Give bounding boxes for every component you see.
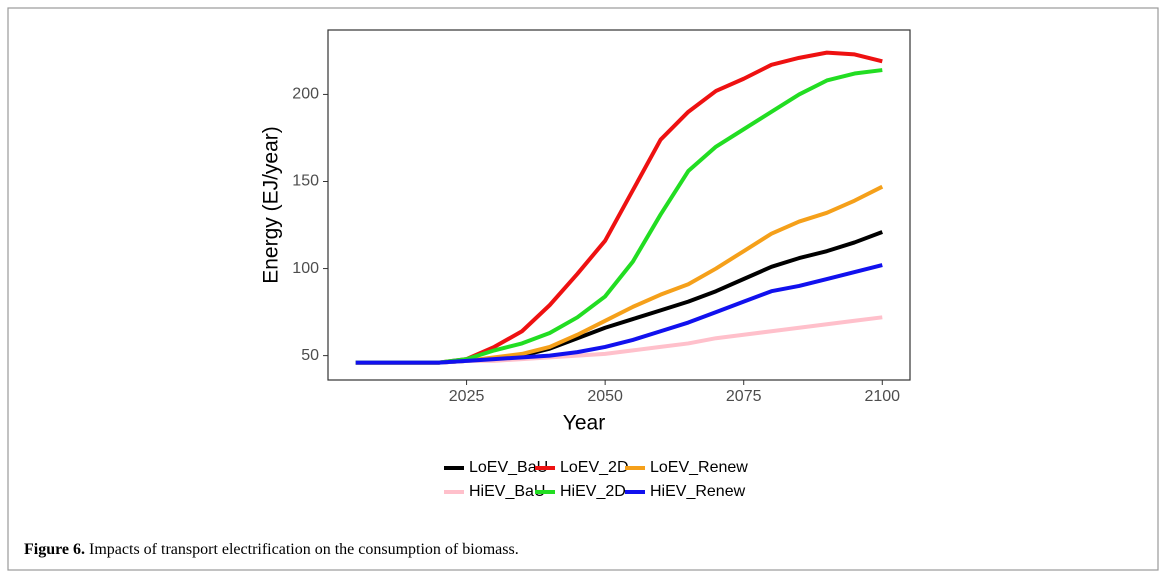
x-axis-title: Year xyxy=(563,412,605,435)
y-tick-label: 100 xyxy=(292,260,319,277)
legend-label: LoEV_Renew xyxy=(650,459,748,476)
caption-text: Impacts of transport electrification on … xyxy=(89,541,519,558)
y-tick-label: 200 xyxy=(292,86,319,103)
legend-label: LoEV_2D xyxy=(560,459,629,476)
figure-frame xyxy=(7,7,1159,571)
y-tick-label: 50 xyxy=(301,347,319,364)
caption-label: Figure 6. xyxy=(24,541,85,558)
series-line xyxy=(355,263,883,365)
x-tick-label: 2100 xyxy=(864,388,900,405)
legend-label: HiEV_2D xyxy=(560,483,626,500)
legend-label: HiEV_BaU xyxy=(469,483,545,500)
x-tick-label: 2075 xyxy=(726,388,762,405)
series-line xyxy=(355,50,883,365)
caption: Figure 6. Impacts of transport electrific… xyxy=(24,541,519,558)
y-tick-label: 150 xyxy=(292,173,319,190)
x-tick-label: 2025 xyxy=(449,388,485,405)
legend-label: HiEV_Renew xyxy=(650,483,746,500)
plot-panel xyxy=(327,29,911,381)
legend-label: LoEV_BaU xyxy=(469,459,548,476)
y-axis-title: Energy (EJ/year) xyxy=(260,126,283,284)
x-tick-label: 2050 xyxy=(587,388,623,405)
